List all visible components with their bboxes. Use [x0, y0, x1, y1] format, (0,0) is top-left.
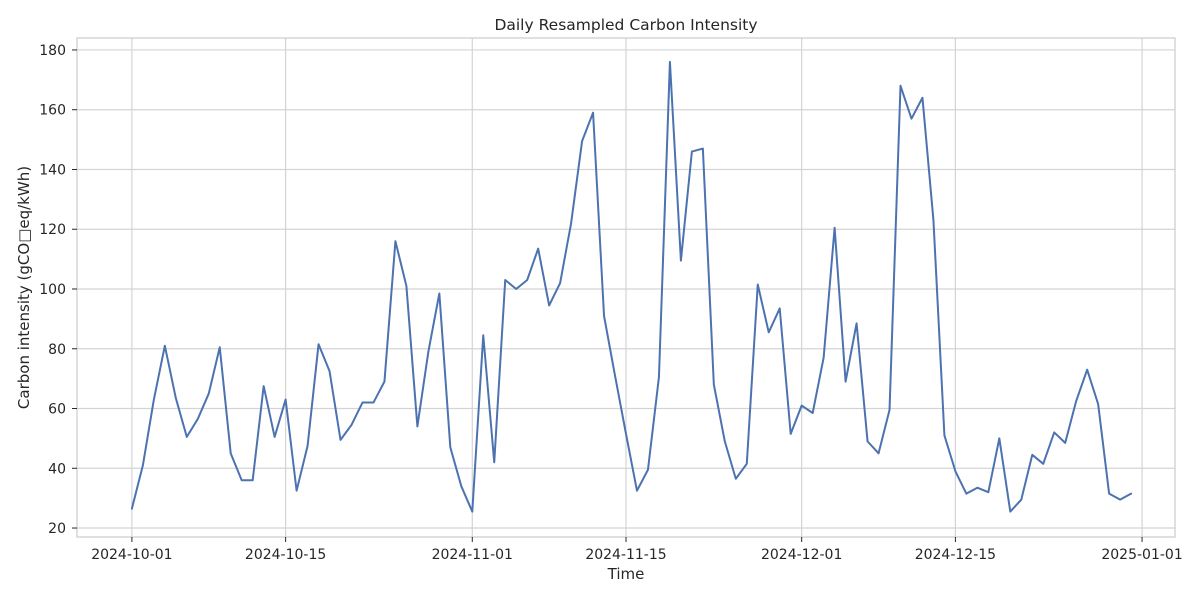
y-tick-label: 140	[39, 162, 66, 178]
grid	[77, 38, 1175, 537]
x-tick-label: 2025-01-01	[1101, 547, 1182, 563]
x-tick-label: 2024-10-01	[91, 547, 172, 563]
y-tick-label: 20	[48, 521, 66, 537]
ticks: 2024-10-01 2024-10-15 2024-11-01 2024-11-15…	[39, 43, 1182, 563]
y-axis-title: Carbon intensity (gCO□eq/kWh)	[15, 166, 33, 409]
y-tick-label: 40	[48, 461, 66, 477]
x-tick-label: 2024-11-01	[432, 547, 513, 563]
chart-title: Daily Resampled Carbon Intensity	[494, 16, 757, 34]
x-tick-label: 2024-12-15	[915, 547, 996, 563]
y-tick-label: 180	[39, 43, 66, 59]
x-axis-title: Time	[607, 565, 645, 583]
series-line-0	[130, 60, 1133, 513]
y-tick-label: 100	[39, 282, 66, 298]
x-tick-label: 2024-12-01	[761, 547, 842, 563]
x-tick-label: 2024-10-15	[245, 547, 326, 563]
x-tick-label: 2024-11-15	[585, 547, 666, 563]
y-tick-label: 160	[39, 103, 66, 119]
y-tick-label: 120	[39, 222, 66, 238]
series-layer	[130, 60, 1133, 513]
y-tick-label: 80	[48, 342, 66, 358]
y-tick-label: 60	[48, 402, 66, 418]
